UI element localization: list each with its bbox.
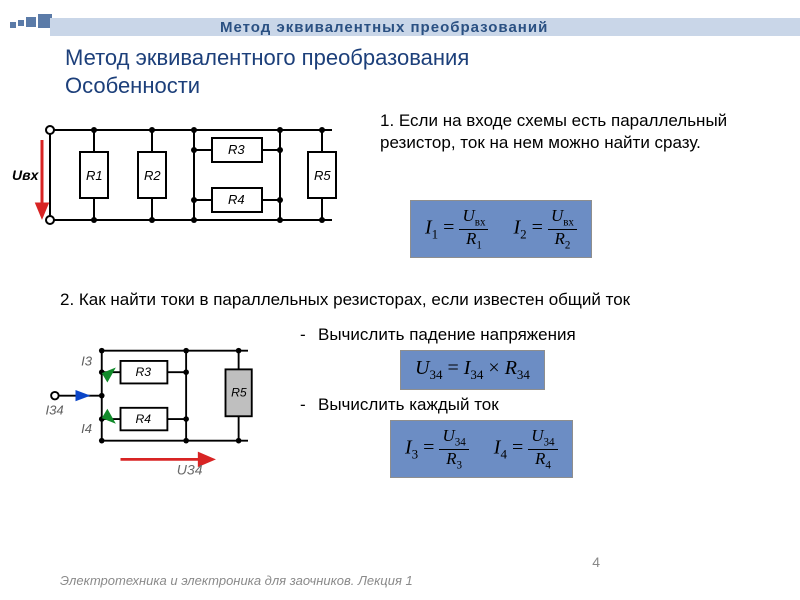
label-r2: R2 [144,168,161,183]
label2-i34: I34 [46,402,64,417]
label-uvx: Uвх [12,167,40,183]
formula-1: I1 = UвхR1 I2 = UвхR2 [410,200,592,258]
page-number: 4 [592,554,600,570]
label2-r3: R3 [136,365,152,379]
label-r3: R3 [228,142,245,157]
label2-r5: R5 [231,386,247,400]
header-squares-icon [10,14,52,28]
formula-3: I3 = U34R3 I4 = U34R4 [390,420,573,478]
bullet-2: Вычислить каждый ток [300,395,780,415]
footer-text: Электротехника и электроника для заочник… [60,573,413,588]
label2-u34: U34 [177,461,203,477]
point-1-text: 1. Если на входе схемы есть параллельный… [380,110,780,154]
label2-i3: I3 [81,354,93,369]
page-title: Метод эквивалентного преобразования Особ… [65,44,469,99]
formula-2: U34 = I34 × R34 [400,350,545,390]
circuit-diagram-1: Uвх R1 R2 R3 R4 R5 [12,110,352,240]
label-r4: R4 [228,192,245,207]
header-bar: Метод эквивалентных преобразований [50,18,800,36]
label-r1: R1 [86,168,103,183]
bullet-1: Вычислить падение напряжения [300,325,780,345]
label-r5: R5 [314,168,331,183]
section-title: Метод эквивалентных преобразований [220,19,548,36]
circuit-diagram-2: R3 R4 R5 I3 I4 I34 U34 [38,330,278,480]
label2-i4: I4 [81,421,92,436]
point-2-text: 2. Как найти токи в параллельных резисто… [60,290,760,310]
label2-r4: R4 [136,412,152,426]
